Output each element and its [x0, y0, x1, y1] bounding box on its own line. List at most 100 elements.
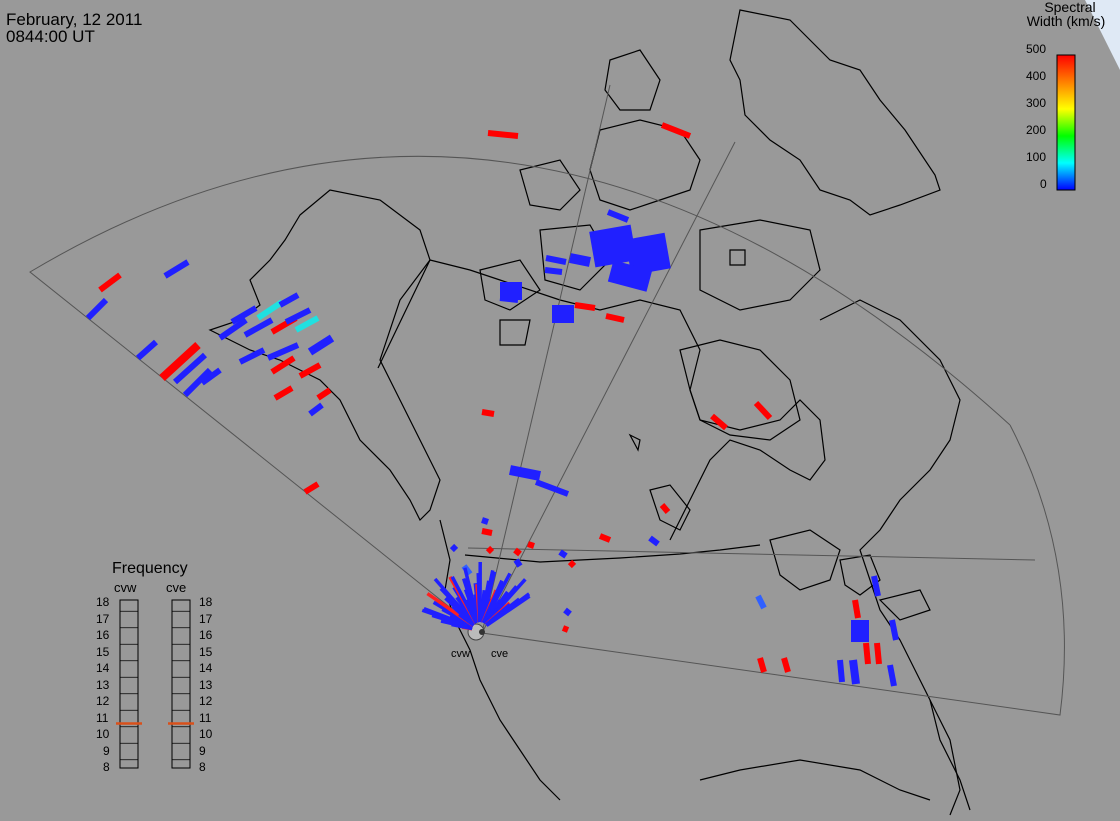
plot-time: 0844:00 UT: [6, 27, 95, 46]
freq-scale-label: 11: [96, 710, 109, 725]
echo-segment: [527, 541, 535, 549]
plot-date: February, 12 2011: [6, 10, 143, 29]
echo-segment: [182, 367, 213, 398]
freq-bar-cvw: [119, 599, 139, 769]
echo-segment: [266, 342, 300, 361]
echo-segment: [481, 409, 495, 417]
echo-segment: [598, 533, 612, 543]
echo-segment: [863, 642, 871, 665]
freq-scale-label: 17: [199, 611, 213, 626]
scale-tick: 500: [1026, 42, 1047, 56]
echo-segment: [449, 543, 459, 553]
freq-scale-label: 10: [96, 727, 110, 741]
scale-tick: 300: [1026, 96, 1047, 110]
freq-ticks: [120, 610, 190, 761]
echo-segment: [849, 659, 860, 685]
echo-segment: [544, 267, 563, 275]
freq-bar-cve: [171, 599, 191, 769]
echo-block: [607, 260, 653, 292]
echo-segment: [852, 599, 861, 619]
freq-scale-label: 11: [199, 710, 212, 725]
freq-scale-label: 15: [199, 644, 213, 659]
echo-segment: [218, 317, 248, 341]
echo-segment: [298, 362, 322, 379]
coastline-icon: [208, 9, 971, 816]
echo-segment: [163, 259, 190, 279]
freq-radar-label-cve: cve: [166, 580, 187, 595]
echo-block: [500, 282, 522, 300]
scale-tick: 0: [1040, 177, 1047, 191]
echo-segment: [230, 305, 258, 325]
echo-segment: [660, 122, 692, 139]
corner-fold: [1085, 0, 1120, 70]
freq-scale-label: 18: [199, 595, 213, 609]
echo-segment: [243, 317, 274, 338]
scale-title-line1: Spectral: [1044, 0, 1096, 15]
freq-scale-label: 9: [199, 743, 206, 758]
freq-scale-label: 8: [199, 760, 206, 774]
echo-segment: [316, 387, 332, 401]
echo-segment: [874, 642, 882, 665]
echo-segment: [513, 547, 522, 557]
echo-segment: [273, 385, 294, 401]
echo-segment: [781, 657, 791, 673]
echo-segment: [85, 297, 109, 321]
freq-scale-label: 13: [199, 677, 213, 692]
echo-segment: [569, 253, 591, 267]
echo-segment: [545, 255, 567, 265]
freq-scale-label: 15: [96, 644, 110, 659]
echo-segment: [513, 558, 523, 568]
freq-scale-label: 16: [199, 628, 213, 642]
echo-layer: [85, 122, 899, 687]
echo-segment: [284, 307, 312, 325]
echo-segment: [238, 347, 266, 365]
freq-scale-label: 18: [96, 595, 110, 609]
freq-scale-label: 16: [96, 628, 110, 642]
echo-segment: [509, 465, 541, 481]
echo-segment: [307, 334, 335, 356]
echo-segment: [256, 299, 284, 321]
echo-segment: [574, 302, 596, 311]
freq-scale-label: 17: [96, 611, 110, 626]
freq-scale-label: 12: [199, 694, 213, 708]
freq-scale-label: 13: [96, 677, 110, 692]
echo-segment: [648, 535, 660, 547]
echo-block: [589, 224, 637, 268]
echo-segment: [757, 657, 767, 673]
echo-segment: [308, 402, 324, 417]
radar-fov-icon: [29, 84, 1065, 716]
freq-scale-label: 9: [103, 743, 110, 758]
freq-radar-label-cvw: cvw: [114, 580, 137, 595]
freq-title: Frequency: [112, 560, 188, 577]
scale-tick: 400: [1026, 69, 1047, 83]
echo-segment: [561, 625, 570, 633]
scale-title-line2: Width (km/s): [1026, 13, 1106, 29]
echo-segment: [172, 352, 208, 385]
color-bar: [1056, 54, 1076, 191]
echo-segment: [871, 575, 881, 597]
echo-segment: [534, 479, 570, 497]
echo-segment: [481, 517, 489, 525]
echo-segment: [136, 339, 158, 361]
echo-block: [625, 232, 671, 276]
freq-scale-label: 12: [96, 694, 110, 708]
echo-segment: [200, 367, 222, 386]
freq-scale-label: 14: [199, 661, 213, 675]
echo-block: [552, 305, 574, 323]
echo-segment: [485, 545, 495, 555]
echo-block: [851, 620, 869, 642]
echo-segment: [98, 272, 122, 293]
echo-segment: [487, 130, 519, 139]
echo-segment: [567, 559, 577, 569]
site-label-cvw: cvw: [451, 648, 470, 660]
freq-scale-label: 10: [199, 727, 213, 741]
echo-segment: [558, 549, 568, 559]
echo-segment: [278, 292, 300, 308]
scale-tick: 100: [1026, 150, 1047, 164]
echo-segment: [755, 594, 767, 610]
echo-segment: [710, 413, 728, 431]
echo-segment: [889, 619, 899, 641]
